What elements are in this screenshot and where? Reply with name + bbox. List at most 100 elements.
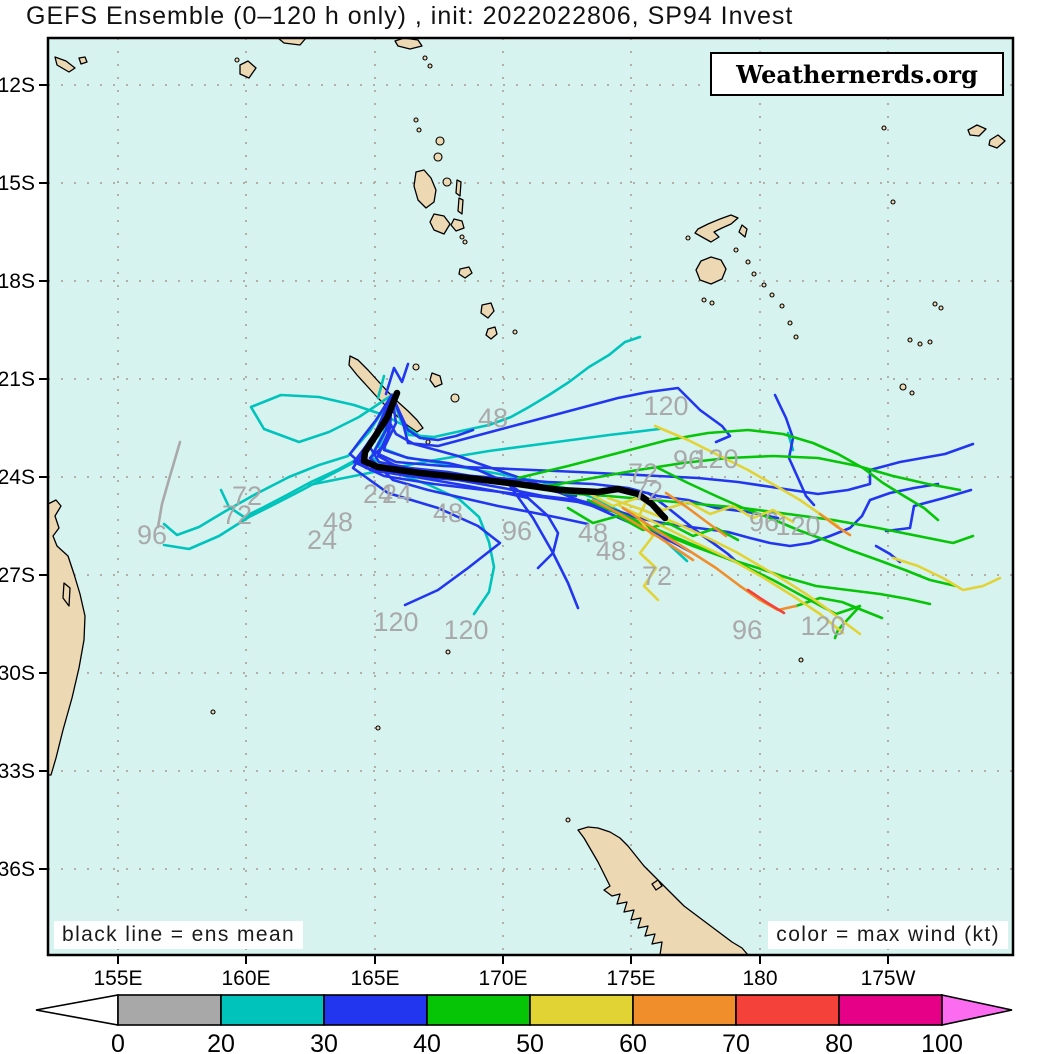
- colorbar-label: 30: [310, 1030, 338, 1054]
- legend-note-mean-line: black line = ens mean: [54, 921, 304, 949]
- ensemble-member-track: [586, 491, 795, 524]
- landmass-australia-coast: [48, 499, 86, 776]
- colorbar-cell: [735, 994, 840, 1026]
- landmass-futuna-island: [988, 134, 1006, 149]
- colorbar-right-arrow: [941, 994, 1013, 1026]
- island-dot: [909, 390, 915, 396]
- lon-tick-label: 175W: [861, 967, 916, 990]
- island-dot: [412, 363, 420, 371]
- forecast-hour-label: 48: [433, 498, 463, 528]
- ensemble-member-track: [390, 335, 642, 439]
- forecast-hour-label: 48: [578, 518, 608, 548]
- landmass-vanuatu-efate: [458, 266, 473, 279]
- colorbar-cell: [838, 994, 943, 1026]
- forecast-hour-label: 120: [643, 391, 688, 421]
- landmass-vanuatu-banks: [394, 38, 423, 50]
- landmass-solomons-sw-2: [78, 56, 88, 65]
- forecast-hour-label: 120: [443, 615, 488, 645]
- ensemble-member-track: [546, 454, 962, 492]
- ensemble-mean-track: [360, 389, 669, 522]
- ensemble-member-track: [376, 374, 386, 400]
- ensemble-member-track: [390, 386, 732, 448]
- ensemble-member-track: [384, 362, 410, 396]
- island-dot: [779, 303, 785, 309]
- island-dot: [425, 439, 431, 445]
- ensemble-member-track: [307, 427, 661, 487]
- lon-tick-label: 170E: [478, 967, 527, 990]
- island-dot: [445, 649, 451, 655]
- lat-tick-label: 21S: [0, 368, 35, 391]
- island-dot: [375, 725, 381, 731]
- watermark-box: Weathernerds.org: [710, 52, 1004, 96]
- landmass-vanuatu-tanna: [485, 326, 498, 340]
- ensemble-member-track: [653, 424, 840, 528]
- lon-tick-label: 180: [742, 967, 777, 990]
- lat-tick-label: 24S: [0, 466, 35, 489]
- colorbar-label: 0: [111, 1030, 125, 1054]
- island-dot: [210, 709, 216, 715]
- forecast-hour-label: 72: [232, 481, 262, 511]
- landmass-vanuatu-santo: [413, 169, 437, 209]
- island-dot: [899, 383, 907, 391]
- landmass-nz-north-island: [577, 826, 749, 955]
- island-dot: [890, 199, 896, 205]
- landmass-wallis-island: [967, 124, 987, 137]
- island-dot: [798, 657, 804, 663]
- island-dot: [745, 259, 751, 265]
- ensemble-member-track: [664, 491, 728, 538]
- ensemble-member-track: [656, 466, 958, 588]
- island-dot: [917, 341, 923, 347]
- island-dot: [234, 57, 240, 63]
- landmass-fiji-taveuni: [738, 224, 748, 238]
- landmass-loyalty-lifou: [429, 372, 443, 388]
- forecast-hour-label: 24: [382, 479, 412, 509]
- colorbar-cell: [632, 994, 737, 1026]
- island-dot: [761, 282, 767, 288]
- forecast-hour-label: 120: [373, 607, 418, 637]
- island-dot: [793, 334, 799, 340]
- colorbar-cell: [220, 994, 325, 1026]
- forecast-hour-label: 96: [502, 516, 532, 546]
- lon-tick-label: 165E: [350, 967, 399, 990]
- forecast-hour-label: 96: [732, 615, 762, 645]
- forecast-hour-label: 24: [307, 525, 337, 555]
- island-dot: [685, 235, 691, 241]
- island-dot: [422, 55, 428, 61]
- colorbar-cell: [323, 994, 428, 1026]
- ensemble-member-track: [891, 556, 1002, 592]
- watermark-text: Weathernerds.org: [736, 59, 978, 89]
- colorbar-label: 40: [413, 1030, 441, 1054]
- island-dot: [416, 127, 422, 133]
- ensemble-member-track: [884, 488, 973, 533]
- colorbar-cell: [529, 994, 634, 1026]
- ensemble-member-track: [348, 393, 530, 500]
- landmass-rennell: [239, 60, 257, 79]
- lon-tick-label: 160E: [221, 967, 270, 990]
- ensemble-member-track: [591, 498, 695, 562]
- landmass-vanuatu-malekula: [429, 213, 451, 235]
- lat-tick-label: 18S: [0, 270, 35, 293]
- island-dot: [435, 136, 445, 146]
- island-dot: [462, 239, 468, 245]
- landmass-top-edge-island: [277, 38, 307, 46]
- landmass-vanuatu-ambrym: [450, 218, 465, 232]
- colorbar-label: 60: [619, 1030, 647, 1054]
- lat-tick-label: 15S: [0, 172, 35, 195]
- island-dot: [442, 177, 452, 187]
- island-dot: [927, 339, 933, 345]
- ensemble-member-track: [746, 588, 786, 615]
- lon-tick-label: 175E: [606, 967, 655, 990]
- island-dot: [701, 297, 707, 303]
- island-dot: [565, 817, 571, 823]
- landmass-vanuatu-maewo: [455, 179, 462, 197]
- ensemble-member-track: [818, 512, 852, 537]
- landmass-fraser-island: [62, 582, 71, 607]
- ensemble-member-track: [156, 440, 182, 529]
- ensemble-member-track: [566, 506, 740, 542]
- ensemble-member-track: [352, 393, 940, 548]
- landmass-fiji-viti-levu: [695, 256, 727, 285]
- forecast-hour-label: 72: [633, 476, 663, 506]
- lat-tick-label: 12S: [0, 74, 35, 97]
